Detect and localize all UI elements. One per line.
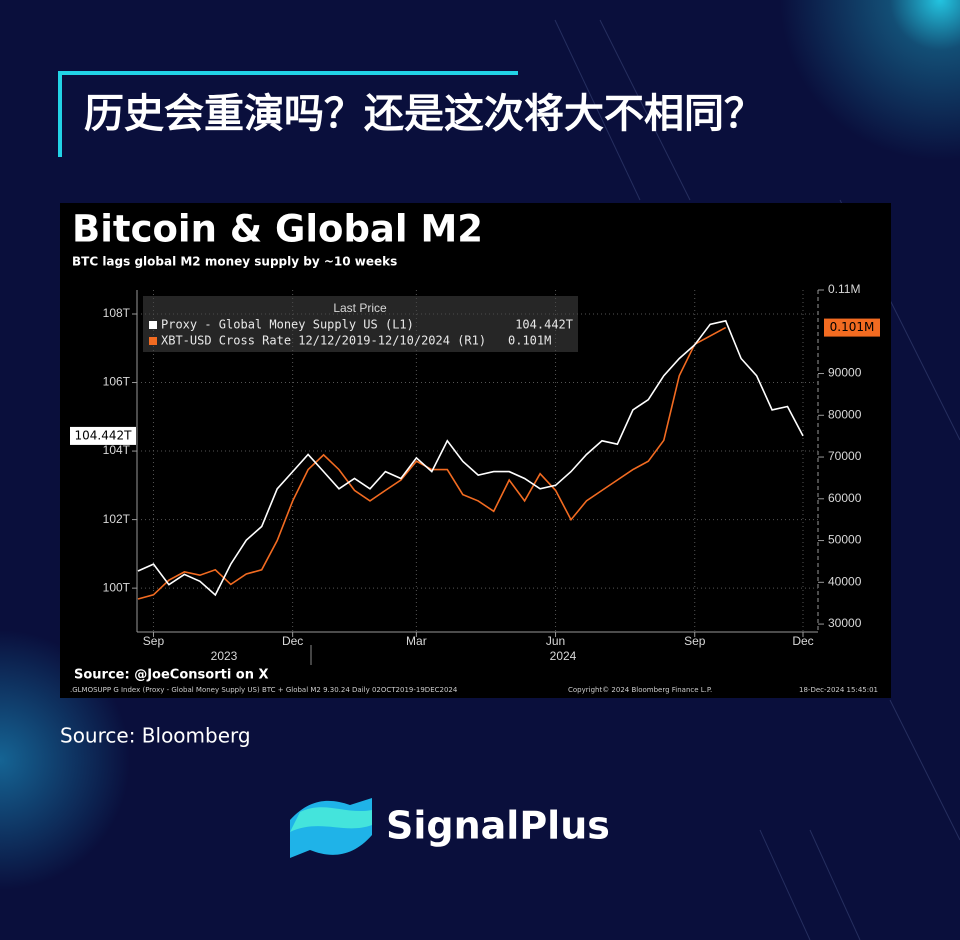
chart-title: Bitcoin & Global M2 bbox=[72, 208, 483, 251]
series-line bbox=[137, 319, 804, 597]
y2-tick-label: 80000 bbox=[828, 407, 862, 421]
legend-title: Last Price bbox=[333, 301, 387, 315]
year-label: 2023 bbox=[211, 649, 238, 663]
legend-value: 104.442T bbox=[515, 318, 573, 332]
y2-tick-label: 0.11M bbox=[828, 282, 860, 296]
legend-box bbox=[143, 296, 578, 352]
last-value-tag bbox=[70, 426, 136, 445]
y2-tick-label: 40000 bbox=[828, 574, 862, 588]
x-tick-label: Sep bbox=[684, 634, 706, 648]
y2-tick-label: 70000 bbox=[828, 449, 862, 463]
x-tick-label: Dec bbox=[282, 634, 303, 648]
title-frame bbox=[58, 71, 518, 157]
x-tick-label: Sep bbox=[143, 634, 165, 648]
y-tick-label: 106T bbox=[103, 375, 131, 389]
series-line bbox=[137, 326, 727, 600]
y2-tick-label: 50000 bbox=[828, 533, 862, 547]
last-value-label: 0.101M bbox=[830, 320, 875, 334]
last-value-tag bbox=[824, 318, 880, 337]
x-tick-label: Mar bbox=[406, 634, 427, 648]
footer-center: Copyright© 2024 Bloomberg Finance L.P. bbox=[568, 686, 712, 694]
y-tick-label: 102T bbox=[103, 512, 131, 526]
legend-swatch bbox=[149, 337, 157, 345]
x-tick-label: Dec bbox=[792, 634, 813, 648]
chart-bg bbox=[60, 203, 891, 698]
chart-source: Source: @JoeConsorti on X bbox=[74, 668, 269, 683]
y2-tick-label: 60000 bbox=[828, 491, 862, 505]
page-source: Source: Bloomberg bbox=[60, 724, 251, 748]
y-tick-label: 108T bbox=[103, 306, 131, 320]
year-label: 2024 bbox=[550, 649, 577, 663]
y2-tick-label: 90000 bbox=[828, 366, 862, 380]
legend-swatch bbox=[149, 321, 157, 329]
page-title: 历史会重演吗？还是这次将大不相同？ bbox=[84, 91, 764, 137]
chart-subtitle: BTC lags global M2 money supply by ~10 w… bbox=[72, 255, 397, 269]
x-tick-label: Jun bbox=[546, 634, 565, 648]
legend-value: 0.101M bbox=[508, 334, 551, 348]
footer-right: 18-Dec-2024 15:45:01 bbox=[799, 686, 878, 694]
last-value-label: 104.442T bbox=[75, 428, 133, 442]
y-tick-label: 104T bbox=[103, 443, 131, 457]
legend-label: XBT-USD Cross Rate 12/12/2019-12/10/2024… bbox=[161, 334, 486, 348]
legend-label: Proxy - Global Money Supply US (L1) bbox=[161, 318, 414, 332]
y-tick-label: 100T bbox=[103, 580, 131, 594]
footer-left: .GLMOSUPP G Index (Proxy - Global Money … bbox=[70, 686, 458, 694]
logo bbox=[290, 798, 372, 858]
brand: SignalPlus bbox=[386, 804, 610, 848]
y2-tick-label: 30000 bbox=[828, 616, 862, 630]
